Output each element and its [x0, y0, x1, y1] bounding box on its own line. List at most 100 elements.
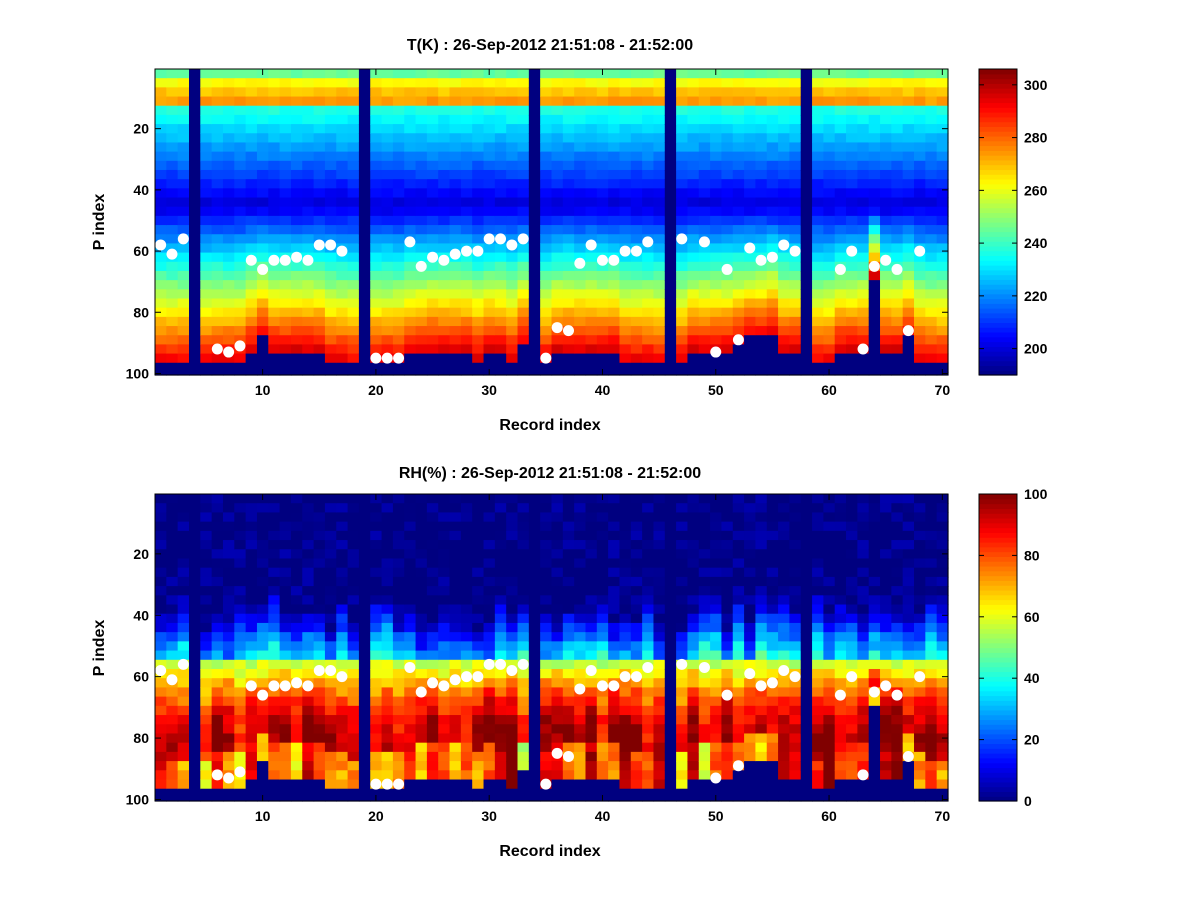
heatmap-cell — [290, 751, 303, 762]
heatmap-cell — [936, 622, 949, 633]
heatmap-cell — [698, 724, 711, 735]
heatmap-cell — [619, 494, 632, 504]
heatmap-cell — [188, 632, 201, 642]
heatmap-cell — [664, 188, 677, 199]
heatmap-cell — [902, 613, 915, 624]
heatmap-cell — [653, 335, 666, 345]
heatmap-cell — [902, 371, 915, 376]
profile-marker — [336, 671, 348, 683]
heatmap-cell — [188, 659, 201, 670]
heatmap-cell — [415, 715, 428, 725]
profile-marker — [755, 254, 767, 266]
heatmap-cell — [596, 659, 609, 670]
heatmap-cell — [562, 307, 575, 318]
heatmap-cell — [710, 87, 723, 98]
heatmap-cell — [177, 280, 190, 290]
heatmap-cell — [925, 124, 938, 134]
heatmap-cell — [891, 78, 904, 88]
heatmap-cell — [721, 371, 734, 376]
heatmap-cell — [698, 549, 711, 560]
heatmap-cell — [585, 371, 598, 376]
heatmap-cell — [336, 69, 349, 79]
profile-marker — [540, 778, 552, 790]
heatmap-cell — [868, 142, 881, 153]
heatmap-cell — [460, 576, 473, 587]
heatmap-cell — [166, 724, 179, 735]
heatmap-cell — [472, 705, 485, 716]
heatmap-cell — [460, 797, 473, 802]
heatmap-cell — [528, 494, 541, 504]
heatmap-cell — [188, 770, 201, 781]
heatmap-cell — [313, 622, 326, 633]
heatmap-cell — [902, 540, 915, 550]
heatmap-cell — [857, 724, 870, 735]
heatmap-cell — [426, 521, 439, 532]
heatmap-cell — [222, 650, 235, 661]
heatmap-cell — [313, 169, 326, 180]
heatmap-cell — [687, 243, 700, 254]
heatmap-cell — [177, 779, 190, 790]
heatmap-cell — [574, 307, 587, 318]
heatmap-cell — [188, 622, 201, 633]
heatmap-cell — [188, 696, 201, 707]
heatmap-cell — [732, 307, 745, 318]
heatmap-cell — [868, 788, 881, 799]
heatmap-cell — [642, 604, 655, 615]
profile-marker — [551, 322, 563, 334]
heatmap-cell — [449, 307, 462, 318]
heatmap-cell — [676, 151, 689, 162]
heatmap-cell — [313, 87, 326, 98]
heatmap-cell — [200, 733, 213, 744]
heatmap-cell — [676, 215, 689, 226]
heatmap-cell — [846, 494, 858, 504]
heatmap-cell — [585, 114, 598, 125]
heatmap-cell — [551, 169, 564, 180]
heatmap-cell — [744, 540, 757, 550]
heatmap-cell — [891, 307, 904, 318]
heatmap-cell — [494, 595, 507, 606]
heatmap-cell — [460, 733, 473, 744]
heatmap-cell — [630, 622, 643, 633]
heatmap-cell — [222, 362, 235, 373]
heatmap-cell — [653, 344, 666, 355]
heatmap-cell — [676, 678, 689, 689]
heatmap-cell — [846, 715, 858, 725]
heatmap-cell — [823, 261, 836, 272]
heatmap-cell — [551, 558, 564, 569]
heatmap-cell — [800, 280, 813, 290]
heatmap-cell — [857, 705, 870, 716]
heatmap-cell — [472, 96, 485, 107]
heatmap-cell — [698, 169, 711, 180]
heatmap-cell — [619, 252, 632, 263]
heatmap-cell — [460, 215, 473, 226]
heatmap-cell — [517, 687, 530, 698]
heatmap-cell — [846, 632, 858, 642]
heatmap-cell — [800, 326, 813, 336]
heatmap-cell — [925, 613, 938, 624]
heatmap-cell — [234, 724, 247, 735]
heatmap-cell — [415, 770, 428, 781]
heatmap-cell — [596, 641, 609, 652]
heatmap-cell — [857, 188, 870, 199]
profile-marker — [596, 254, 608, 266]
heatmap-cell — [358, 797, 371, 802]
heatmap-cell — [812, 234, 824, 245]
heatmap-cell — [256, 197, 269, 208]
heatmap-cell — [676, 78, 689, 88]
heatmap-cell — [381, 69, 394, 79]
heatmap-cell — [823, 326, 836, 336]
heatmap-cell — [619, 133, 632, 144]
heatmap-cell — [574, 69, 587, 79]
heatmap-cell — [562, 788, 575, 799]
heatmap-cell — [800, 549, 813, 560]
heatmap-cell — [608, 335, 621, 345]
heatmap-cell — [653, 613, 666, 624]
heatmap-cell — [279, 715, 292, 725]
heatmap-cell — [177, 124, 190, 134]
heatmap-cell — [234, 69, 247, 79]
heatmap-cell — [608, 613, 621, 624]
heatmap-cell — [846, 179, 858, 189]
heatmap-cell — [800, 197, 813, 208]
heatmap-cell — [392, 298, 405, 309]
heatmap-cell — [438, 622, 451, 633]
